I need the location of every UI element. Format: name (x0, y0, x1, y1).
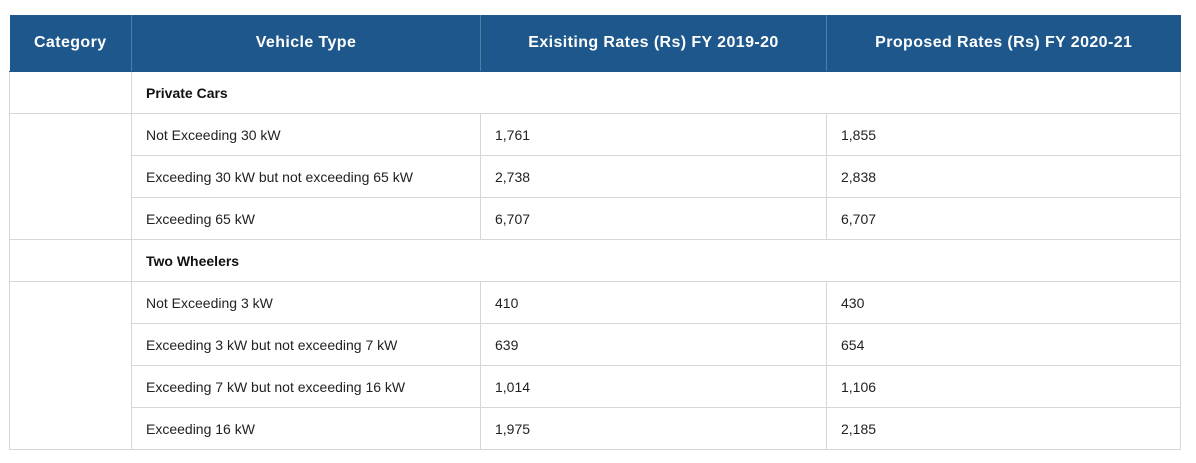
table-row: Exceeding 30 kW but not exceeding 65 kW … (10, 155, 1181, 198)
group-row-two-wheelers: Two Wheelers (9, 239, 1181, 282)
existing-rate-cell: 6,707 (480, 197, 827, 240)
category-cell (9, 113, 132, 240)
existing-rate-cell: 410 (480, 281, 827, 324)
category-cell (9, 239, 132, 282)
proposed-rate-cell: 2,838 (826, 155, 1181, 198)
group-row-private-cars: Private Cars (9, 71, 1181, 114)
table-row: Exceeding 16 kW 1,975 2,185 (10, 407, 1181, 450)
group-title: Private Cars (131, 71, 1181, 114)
table-row: Not Exceeding 3 kW 410 430 (9, 281, 1181, 450)
proposed-rate-cell: 430 (826, 281, 1181, 324)
table-body: Private Cars Not Exceeding 30 kW 1,761 1… (9, 71, 1181, 450)
category-cell (9, 71, 132, 114)
header-vehicle-type: Vehicle Type (131, 15, 481, 72)
header-existing-rates: Exisiting Rates (Rs) FY 2019-20 (480, 15, 827, 72)
table-row: Exceeding 65 kW 6,707 6,707 (10, 197, 1181, 240)
existing-rate-cell: 2,738 (480, 155, 827, 198)
existing-rate-cell: 1,761 (480, 113, 827, 156)
existing-rate-cell: 639 (480, 323, 827, 366)
existing-rate-cell: 1,014 (480, 365, 827, 408)
proposed-rate-cell: 1,855 (826, 113, 1181, 156)
header-row: Category Vehicle Type Exisiting Rates (R… (9, 15, 1181, 72)
proposed-rate-cell: 654 (826, 323, 1181, 366)
table-header: Category Vehicle Type Exisiting Rates (R… (9, 15, 1181, 72)
rates-table-container: Category Vehicle Type Exisiting Rates (R… (9, 15, 1181, 450)
header-proposed-rates: Proposed Rates (Rs) FY 2020-21 (826, 15, 1181, 72)
vehicle-type-cell: Not Exceeding 3 kW (131, 281, 481, 324)
rates-table: Category Vehicle Type Exisiting Rates (R… (9, 15, 1181, 450)
vehicle-type-cell: Exceeding 7 kW but not exceeding 16 kW (131, 365, 481, 408)
table-row: Exceeding 7 kW but not exceeding 16 kW 1… (10, 365, 1181, 408)
existing-rate-cell: 1,975 (480, 407, 827, 450)
group-title: Two Wheelers (131, 239, 1181, 282)
table-row: Exceeding 3 kW but not exceeding 7 kW 63… (10, 323, 1181, 366)
proposed-rate-cell: 1,106 (826, 365, 1181, 408)
vehicle-type-cell: Exceeding 30 kW but not exceeding 65 kW (131, 155, 481, 198)
vehicle-type-cell: Not Exceeding 30 kW (131, 113, 481, 156)
proposed-rate-cell: 6,707 (826, 197, 1181, 240)
category-cell (9, 281, 132, 450)
proposed-rate-cell: 2,185 (826, 407, 1181, 450)
vehicle-type-cell: Exceeding 16 kW (131, 407, 481, 450)
table-row: Not Exceeding 30 kW 1,761 1,855 (9, 113, 1181, 240)
vehicle-type-cell: Exceeding 3 kW but not exceeding 7 kW (131, 323, 481, 366)
vehicle-type-cell: Exceeding 65 kW (131, 197, 481, 240)
header-category: Category (9, 15, 132, 72)
